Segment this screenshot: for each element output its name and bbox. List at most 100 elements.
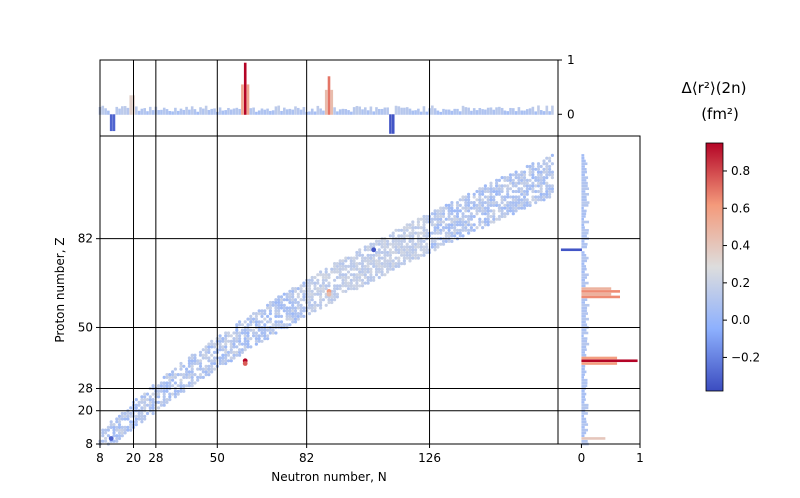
data-point: [187, 364, 191, 368]
data-point: [210, 367, 214, 371]
data-point: [400, 245, 404, 249]
data-point: [400, 253, 404, 257]
data-point: [508, 209, 513, 213]
data-point: [266, 306, 270, 310]
right-marginal-bar: [581, 287, 612, 290]
data-point: [492, 189, 496, 194]
data-point: [134, 414, 138, 418]
data-point: [461, 228, 465, 232]
top-marginal-bar: [397, 106, 401, 115]
data-point: [388, 264, 392, 268]
data-point: [433, 228, 437, 232]
top-marginal-bar: [160, 109, 163, 115]
data-point: [333, 267, 337, 271]
data-point: [380, 264, 384, 268]
top-marginal-bar: [400, 107, 403, 115]
data-point: [352, 267, 356, 271]
data-point: [514, 209, 518, 213]
data-point: [450, 212, 454, 216]
data-point: [394, 256, 398, 260]
top-marginal-bar: [478, 107, 482, 115]
data-point: [472, 201, 476, 205]
top-marginal-bar: [394, 105, 398, 115]
data-point: [461, 198, 465, 202]
data-point: [162, 384, 166, 388]
data-point: [539, 173, 543, 177]
data-point: [539, 198, 543, 202]
data-point: [335, 275, 339, 280]
data-point: [355, 273, 359, 277]
data-point: [397, 250, 401, 255]
data-point: [120, 428, 124, 432]
data-point: [165, 381, 169, 385]
data-point: [408, 223, 412, 227]
top-marginal-bar: [101, 105, 105, 115]
data-point: [246, 339, 250, 343]
data-point: [257, 334, 261, 338]
data-point: [394, 264, 398, 268]
data-point: [520, 201, 524, 205]
data-point: [313, 309, 317, 313]
data-point: [302, 284, 306, 288]
data-point: [522, 189, 527, 194]
data-point: [112, 431, 116, 435]
data-point: [534, 198, 538, 202]
data-point: [327, 298, 331, 302]
data-point: [411, 220, 415, 224]
data-point: [548, 189, 552, 194]
data-point: [104, 428, 108, 432]
data-point: [302, 309, 306, 313]
data-point: [291, 320, 295, 324]
data-point: [545, 195, 549, 199]
data-point: [397, 264, 401, 268]
data-point: [358, 275, 362, 280]
data-point: [497, 192, 501, 196]
data-point: [508, 178, 513, 182]
data-point: [517, 189, 521, 194]
data-point: [260, 312, 264, 316]
data-point: [279, 314, 284, 318]
data-point: [545, 162, 549, 166]
data-point: [545, 167, 549, 171]
data-point: [252, 334, 256, 338]
data-point: [439, 214, 443, 219]
top-marginal-bar: [447, 109, 451, 115]
data-point: [120, 411, 124, 416]
data-point: [400, 262, 404, 266]
data-point: [212, 342, 217, 346]
data-point: [402, 226, 406, 230]
data-point: [285, 312, 289, 316]
top-marginal-bar: [190, 106, 194, 115]
data-point: [414, 245, 418, 249]
data-point: [243, 337, 247, 341]
data-point: [414, 248, 418, 252]
data-point: [293, 289, 298, 293]
data-point: [522, 195, 527, 199]
data-point: [333, 295, 337, 299]
data-point: [296, 306, 300, 310]
data-point: [464, 201, 468, 205]
data-point: [391, 234, 395, 238]
data-point: [441, 209, 446, 213]
data-point: [377, 267, 381, 271]
data-point: [483, 201, 487, 205]
data-point: [363, 273, 367, 277]
data-point: [238, 323, 242, 327]
top-marginal-bar: [330, 89, 334, 115]
top-marginal-bar: [280, 110, 283, 115]
data-point: [307, 300, 312, 305]
data-point: [383, 248, 387, 252]
data-point: [168, 373, 172, 377]
data-point: [341, 278, 345, 282]
right-marginal-bar: [581, 406, 589, 410]
data-point: [422, 228, 426, 232]
data-point: [486, 203, 490, 207]
data-point: [277, 323, 281, 327]
data-point: [204, 364, 208, 368]
data-point: [310, 309, 314, 313]
data-point: [358, 278, 362, 282]
data-point: [550, 176, 555, 180]
data-point: [514, 203, 518, 207]
data-point: [500, 212, 504, 216]
colorbar-tick-label: 0.0: [731, 313, 750, 327]
